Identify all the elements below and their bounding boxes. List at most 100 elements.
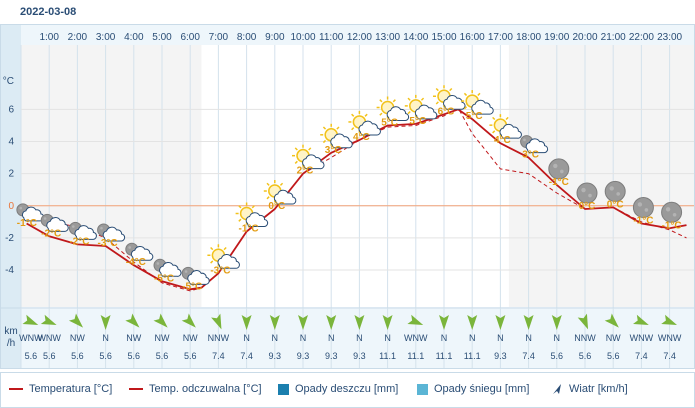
wind-arrow-shape (633, 314, 649, 326)
hour-label: 18:00 (516, 32, 541, 43)
forecast-date: 2022-03-08 (20, 6, 77, 18)
wind-arrow-icon (22, 314, 39, 326)
hour-label: 13:00 (375, 32, 400, 43)
sun-icon-ray (210, 246, 214, 251)
hour-label: 16:00 (460, 32, 485, 43)
wind-direction-label: N (272, 333, 279, 343)
wind-speed-label: 5.6 (71, 351, 84, 361)
moon-icon-crater (100, 226, 103, 230)
temperature-label: 4°C (353, 132, 370, 143)
cloud-icon (358, 120, 381, 136)
wind-arrow-icon (577, 313, 589, 330)
moon-icon-crater (71, 225, 75, 228)
wind-gutter (1, 308, 21, 368)
sun-icon-ray (223, 246, 227, 251)
legend-wind-label: Wiatr [km/h] (569, 383, 628, 395)
wind-direction-label: N (300, 333, 307, 343)
sun-icon-ray (463, 106, 468, 110)
wind-unit-label: km (4, 326, 17, 337)
y-tick-label: 0 (8, 201, 14, 212)
temperature-label: -1°C (662, 220, 682, 231)
wind-speed-label: 9.3 (353, 351, 366, 361)
wind-arrow-icon (495, 315, 506, 330)
cloud-icon (471, 99, 494, 115)
wind-direction-label: NW (606, 333, 621, 343)
wind-arrow-shape (40, 314, 57, 326)
feels-like-swatch (129, 388, 143, 390)
hour-label: 5:00 (152, 32, 172, 43)
wind-unit-label: /h (7, 338, 15, 349)
sun-icon-ray (407, 111, 411, 115)
sun-icon-ray (238, 205, 242, 209)
hour-label: 6:00 (180, 32, 200, 43)
temperature-label: -4°C (126, 257, 146, 268)
wind-arrow-shape (153, 313, 168, 328)
temperature-label: -1°C (239, 224, 259, 235)
y-tick-label: 6 (8, 104, 14, 115)
wind-arrow-shape (382, 315, 393, 330)
wind-direction-label: N (525, 333, 532, 343)
wind-arrow-shape (125, 313, 140, 328)
wind-speed-label: 5.6 (579, 351, 592, 361)
moon-icon-crater (616, 192, 620, 196)
legend-snow: Opady śniegu [mm] (417, 383, 529, 395)
wind-arrow-icon (553, 384, 561, 394)
wind-arrow-shape (326, 315, 337, 330)
hour-label: 3:00 (96, 32, 116, 43)
temperature-label: -2°C (41, 228, 61, 239)
wind-arrow-shape (495, 315, 506, 330)
wind-direction-label: NW (183, 333, 198, 343)
cloud-icon (74, 225, 97, 240)
sun-icon-ray (420, 97, 425, 101)
wind-arrow-icon (467, 315, 478, 330)
sun-icon-ray (266, 196, 270, 200)
wind-speed-label: 5.6 (25, 351, 38, 361)
moon-icon (604, 180, 626, 202)
hour-label: 22:00 (629, 32, 654, 43)
wind-arrow-icon (354, 315, 365, 330)
wind-arrow-icon (153, 313, 168, 328)
temperature-label: 6°C (438, 106, 455, 117)
temperature-label: -3°C (98, 238, 118, 249)
moon-icon-crater (665, 207, 671, 212)
wind-arrow-shape (211, 313, 222, 330)
sun-icon-ray (435, 87, 439, 92)
wind-speed-label: 9.3 (269, 351, 282, 361)
wind-arrow-icon (439, 315, 449, 330)
snow-swatch (417, 383, 428, 395)
sun-icon-ray (322, 126, 327, 130)
temperature-label: 3°C (325, 145, 342, 156)
wind-speed-label: 5.6 (184, 351, 197, 361)
wind-arrow-shape (269, 315, 280, 330)
wind-arrow-icon (523, 315, 534, 330)
sun-icon-ray (279, 182, 284, 186)
wind-arrow-icon (68, 313, 84, 328)
hour-label: 1:00 (39, 32, 59, 43)
sun-icon-ray (294, 147, 298, 151)
temperature-label: 3°C (522, 150, 539, 161)
wind-direction-label: WNW (404, 333, 428, 343)
temperature-label: -1°C (633, 215, 653, 226)
wind-arrow-icon (181, 313, 196, 328)
moon-icon-crater (43, 217, 47, 220)
sun-icon-ray (238, 218, 242, 222)
wind-arrow-shape (354, 315, 365, 330)
wind-arrow-icon (551, 315, 562, 330)
hour-label: 20:00 (572, 32, 597, 43)
sun-icon-ray (505, 116, 509, 121)
cloud-icon (21, 206, 45, 222)
sun-icon-ray (449, 87, 453, 92)
wind-direction-label: NW (155, 333, 170, 343)
legend-rain-label: Opady deszczu [mm] (295, 383, 399, 395)
sun-icon-ray (477, 92, 481, 96)
sun-icon-ray (379, 112, 383, 116)
sun-icon-ray (435, 101, 439, 105)
wind-speed-label: 7.4 (522, 351, 535, 361)
wind-direction-label: N (356, 333, 363, 343)
wind-arrow-shape (298, 315, 308, 330)
wind-speed-label: 5.6 (156, 351, 169, 361)
wind-speed-label: 9.3 (325, 351, 338, 361)
y-tick-label: 4 (8, 137, 14, 148)
hour-label: 14:00 (403, 32, 428, 43)
